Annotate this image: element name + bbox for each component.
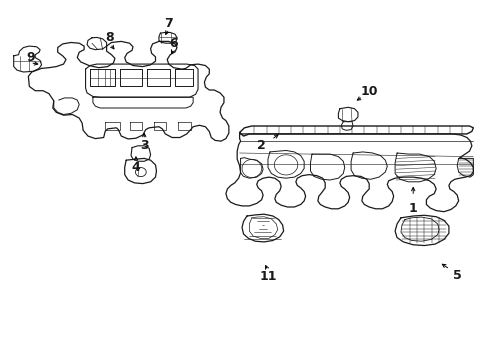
Text: 5: 5 bbox=[452, 269, 461, 282]
Text: 7: 7 bbox=[164, 17, 173, 30]
Text: 10: 10 bbox=[360, 85, 377, 98]
Text: 4: 4 bbox=[131, 161, 140, 174]
Text: 6: 6 bbox=[169, 37, 178, 50]
Text: 9: 9 bbox=[26, 51, 35, 64]
Text: 11: 11 bbox=[259, 270, 276, 283]
Text: 3: 3 bbox=[140, 139, 148, 152]
Text: 1: 1 bbox=[408, 202, 417, 215]
Text: 8: 8 bbox=[105, 31, 114, 44]
Text: 2: 2 bbox=[257, 139, 265, 152]
